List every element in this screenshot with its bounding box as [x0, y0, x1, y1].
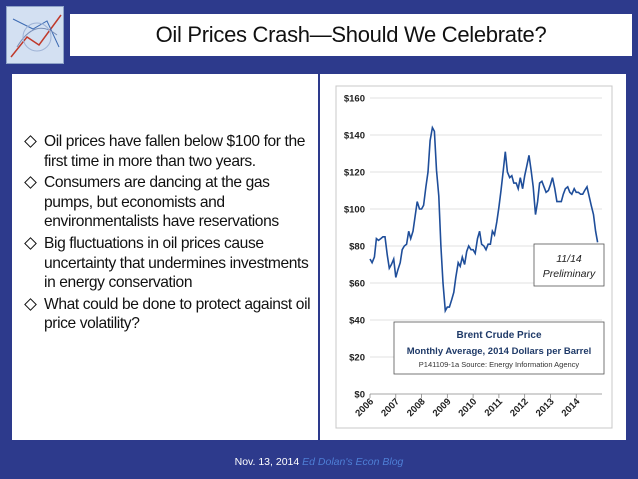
slide-header: Oil Prices Crash—Should We Celebrate?	[0, 0, 638, 70]
brent-price-chart: $0$20$40$60$80$100$120$140$160 2006 2007 2…	[335, 85, 613, 429]
legend-subtitle: Monthly Average, 2014 Dollars per Barrel	[407, 346, 592, 357]
footer-blog-link[interactable]: Ed Dolan's Econ Blog	[302, 456, 404, 468]
annotation-line-1: 11/14	[556, 253, 582, 265]
slide-title: Oil Prices Crash—Should We Celebrate?	[155, 22, 547, 47]
bullet-text: Big fluctuations in oil prices cause unc…	[44, 234, 309, 292]
bullet-text: What could be done to protect against oi…	[44, 295, 311, 333]
price-line	[369, 125, 599, 314]
legend-source: P141109-1a Source: Energy Information Ag…	[419, 360, 580, 369]
y-tick-label: $20	[349, 353, 365, 364]
y-tick-label: $160	[344, 94, 365, 105]
bullet-text: Oil prices have fallen below $100 for th…	[44, 133, 305, 170]
chart-panel: $0 $20 $40 $60 $80 $100 $120 $140 $160 2006 2007 2…	[320, 74, 626, 440]
y-tick-label: $40	[349, 316, 365, 327]
annotation-line-2: Preliminary	[543, 268, 596, 280]
y-tick-label: $100	[344, 205, 365, 216]
diamond-bullet-icon	[24, 297, 37, 311]
bullet-text: Consumers are dancing at the gas pumps, …	[44, 174, 279, 231]
logo-graphic	[7, 7, 63, 63]
y-tick-label: $0	[354, 390, 365, 401]
y-tick-label: $120	[344, 168, 365, 179]
y-tick-label: $80	[349, 242, 365, 253]
blog-logo	[6, 6, 64, 64]
diamond-bullet-icon	[24, 176, 37, 190]
bullet-item: Big fluctuations in oil prices cause unc…	[20, 234, 316, 293]
bullet-item: What could be done to protect against oi…	[20, 295, 316, 334]
title-bar: Oil Prices Crash—Should We Celebrate?	[70, 14, 632, 56]
legend-box: Brent Crude Price Monthly Average, 2014 …	[393, 321, 605, 375]
y-tick-label: $140	[344, 131, 365, 142]
bullet-list: Oil prices have fallen below $100 for th…	[20, 132, 316, 336]
legend-title: Brent Crude Price	[456, 330, 541, 341]
text-panel: Oil prices have fallen below $100 for th…	[12, 74, 318, 440]
annotation-box: 11/14 Preliminary	[533, 243, 605, 287]
diamond-bullet-icon	[24, 237, 37, 250]
diamond-bullet-icon	[24, 135, 37, 148]
footer-date: Nov. 13, 2014	[234, 456, 300, 468]
bullet-item: Consumers are dancing at the gas pumps, …	[20, 173, 316, 232]
y-tick-label: $60	[349, 279, 365, 290]
slide-footer: Nov. 13, 2014 Ed Dolan's Econ Blog	[0, 456, 638, 468]
bullet-item: Oil prices have fallen below $100 for th…	[20, 132, 316, 171]
